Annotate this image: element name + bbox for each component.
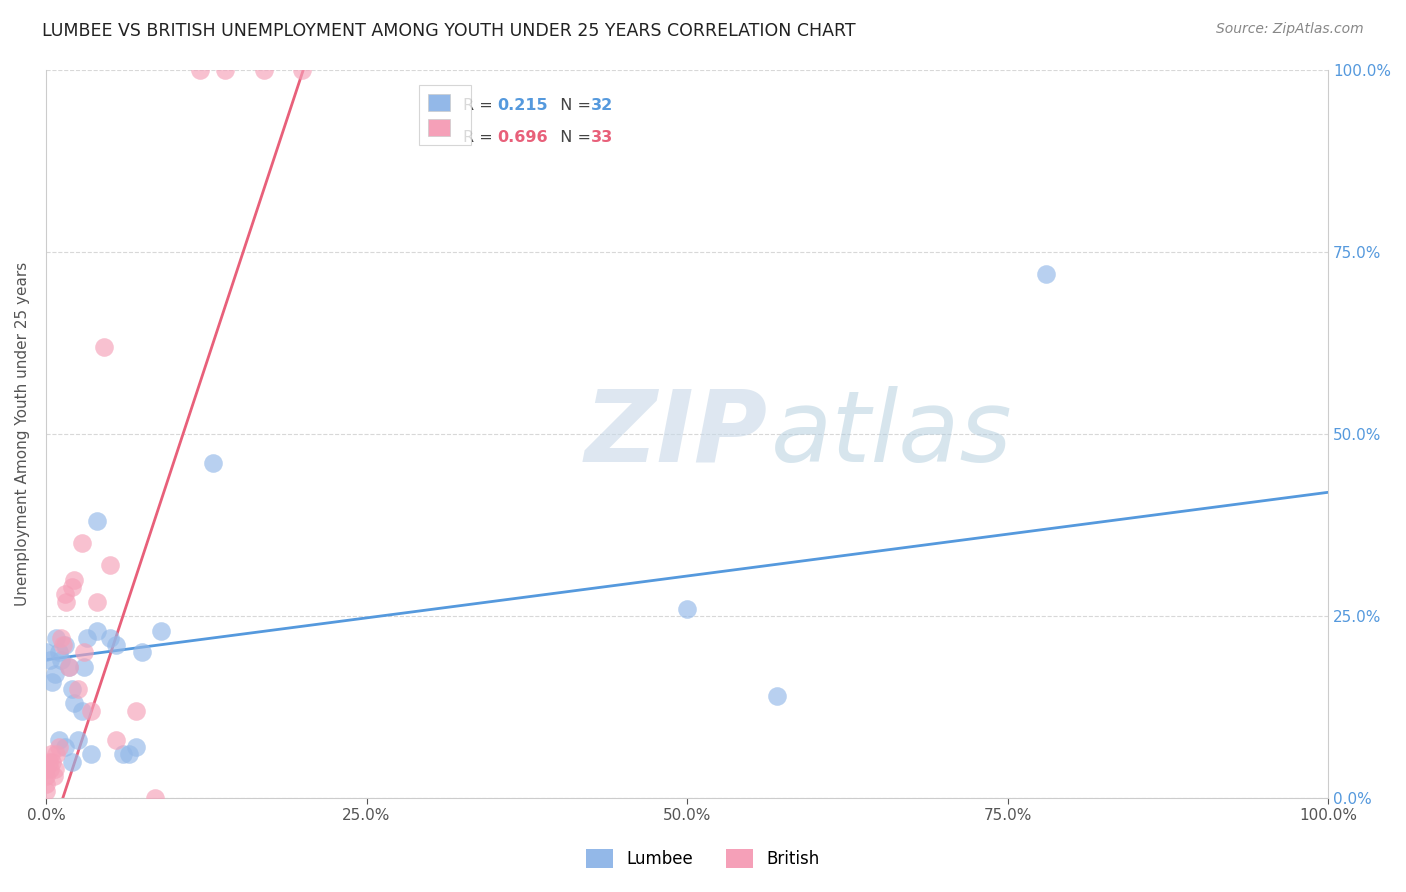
Point — [63, 697, 86, 711]
Legend: , : , — [419, 85, 471, 145]
Point — [60, 755, 83, 769]
Point — [63, 573, 86, 587]
Point — [58, 660, 80, 674]
Point — [150, 624, 173, 638]
Point — [111, 747, 134, 762]
Point — [48, 645, 70, 659]
Y-axis label: Unemployment Among Youth under 25 years: Unemployment Among Youth under 25 years — [15, 262, 30, 607]
Point — [291, 63, 314, 78]
Point — [201, 456, 224, 470]
Point — [53, 638, 76, 652]
Point — [53, 587, 76, 601]
Point — [214, 63, 236, 78]
Point — [86, 594, 108, 608]
Point — [42, 769, 65, 783]
Point — [38, 755, 60, 769]
Point — [70, 536, 93, 550]
Point — [93, 340, 115, 354]
Point — [70, 704, 93, 718]
Point — [35, 645, 58, 659]
Point — [38, 762, 60, 776]
Point — [52, 638, 75, 652]
Text: N =: N = — [550, 130, 596, 145]
Point — [45, 631, 67, 645]
Text: ZIP: ZIP — [585, 385, 768, 483]
Text: 32: 32 — [591, 98, 613, 112]
Point — [44, 762, 66, 776]
Point — [45, 747, 67, 762]
Point — [35, 784, 58, 798]
Point — [105, 638, 128, 652]
Point — [35, 776, 58, 790]
Legend: Lumbee, British: Lumbee, British — [579, 842, 827, 875]
Point — [131, 645, 153, 659]
Point — [86, 624, 108, 638]
Point — [60, 580, 83, 594]
Point — [253, 63, 276, 78]
Point — [143, 791, 166, 805]
Point — [51, 653, 73, 667]
Point — [80, 704, 103, 718]
Text: R =: R = — [463, 130, 498, 145]
Point — [66, 732, 89, 747]
Text: Source: ZipAtlas.com: Source: ZipAtlas.com — [1216, 22, 1364, 37]
Point — [80, 747, 103, 762]
Point — [1035, 267, 1057, 281]
Text: R =: R = — [463, 98, 498, 112]
Point — [48, 740, 70, 755]
Point — [86, 515, 108, 529]
Point — [55, 594, 77, 608]
Point — [44, 667, 66, 681]
Point — [98, 631, 121, 645]
Point — [188, 63, 211, 78]
Text: 33: 33 — [591, 130, 613, 145]
Point — [60, 681, 83, 696]
Text: LUMBEE VS BRITISH UNEMPLOYMENT AMONG YOUTH UNDER 25 YEARS CORRELATION CHART: LUMBEE VS BRITISH UNEMPLOYMENT AMONG YOU… — [42, 22, 856, 40]
Point — [98, 558, 121, 573]
Point — [41, 755, 63, 769]
Point — [35, 769, 58, 783]
Point — [73, 645, 96, 659]
Point — [765, 689, 787, 703]
Point — [35, 762, 58, 776]
Point — [105, 732, 128, 747]
Text: 0.215: 0.215 — [498, 98, 548, 112]
Point — [125, 704, 148, 718]
Point — [58, 660, 80, 674]
Point — [66, 681, 89, 696]
Point — [41, 674, 63, 689]
Point — [51, 631, 73, 645]
Point — [53, 740, 76, 755]
Text: 0.696: 0.696 — [498, 130, 548, 145]
Point — [676, 601, 699, 615]
Text: N =: N = — [550, 98, 596, 112]
Text: atlas: atlas — [770, 385, 1012, 483]
Point — [76, 631, 98, 645]
Point — [125, 740, 148, 755]
Point — [118, 747, 141, 762]
Point — [38, 653, 60, 667]
Point — [48, 732, 70, 747]
Point — [73, 660, 96, 674]
Point — [39, 747, 62, 762]
